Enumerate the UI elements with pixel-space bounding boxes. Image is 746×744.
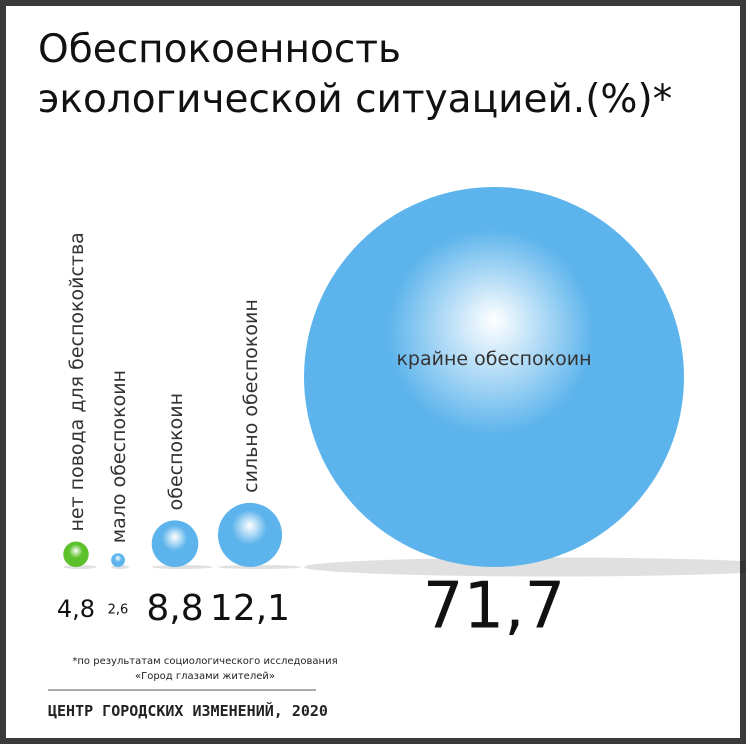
bubble-shadow <box>217 565 302 569</box>
value-label: 4,8 <box>57 595 95 623</box>
source: ЦЕНТР ГОРОДСКИХ ИЗМЕНЕНИЙ, 2020 <box>48 701 328 720</box>
footnote: «Город глазами жителей» <box>135 671 275 682</box>
category-label: крайне обеспокоин <box>396 348 591 370</box>
bubble <box>63 541 89 568</box>
bubble <box>111 553 125 567</box>
value-label: 12,1 <box>210 588 290 629</box>
category-label: обеспокоин <box>165 393 187 510</box>
category-label: нет повода для беспокойства <box>66 232 88 531</box>
value-label: 8,8 <box>146 588 203 629</box>
category-label: мало обеспокоин <box>108 370 130 543</box>
value-label: 2,6 <box>108 603 129 618</box>
bubble-shadow <box>151 565 213 569</box>
value-label: 71,7 <box>423 570 566 644</box>
bubble <box>151 520 199 567</box>
category-label: сильно обеспокоин <box>240 299 262 493</box>
bubble <box>303 186 685 567</box>
footnote: *по результатам социологического исследо… <box>72 656 337 667</box>
bubble-shadow <box>304 557 746 577</box>
chart-title: экологической ситуацией.(%)* <box>38 77 672 122</box>
bubble <box>217 502 283 567</box>
chart-title: Обеспокоенность <box>38 27 401 72</box>
